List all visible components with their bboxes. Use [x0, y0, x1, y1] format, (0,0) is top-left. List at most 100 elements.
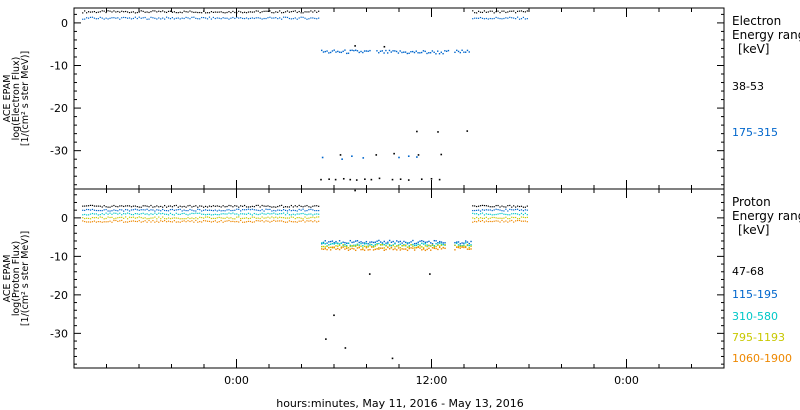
data-point [140, 216, 142, 219]
data-point [316, 205, 318, 207]
data-point [399, 243, 402, 245]
legend-subtitle: Energy ranges [732, 209, 800, 223]
data-point [516, 10, 519, 12]
data-point [426, 244, 428, 246]
data-point [222, 213, 224, 215]
data-point [394, 246, 396, 248]
data-point [472, 209, 474, 212]
data-point [93, 10, 96, 13]
data-point [509, 10, 511, 12]
data-point [206, 209, 209, 211]
data-point [497, 213, 499, 215]
data-point [524, 212, 526, 214]
data-point [218, 17, 220, 19]
data-point [126, 218, 129, 220]
data-point [226, 216, 228, 218]
data-point [126, 17, 129, 19]
data-point [195, 11, 197, 13]
data-point [477, 218, 480, 220]
data-point [503, 213, 505, 215]
data-point [406, 243, 409, 245]
data-point [326, 50, 328, 52]
data-point [232, 218, 234, 220]
data-point [150, 204, 152, 207]
data-point [428, 52, 430, 54]
data-point [148, 209, 150, 212]
data-point [93, 213, 96, 215]
data-point [459, 247, 462, 249]
legend-entry: 310-580 [732, 310, 778, 323]
data-point [284, 217, 287, 219]
data-point [464, 51, 467, 53]
data-point [230, 213, 232, 215]
data-point [123, 16, 125, 19]
data-point [353, 248, 355, 250]
data-point [477, 214, 480, 216]
data-point [495, 208, 497, 210]
data-point [284, 11, 287, 13]
data-point [369, 248, 371, 251]
data-point [328, 178, 330, 181]
data-point [282, 212, 285, 214]
data-point [257, 204, 259, 207]
data-point [426, 245, 428, 248]
data-point [164, 204, 166, 207]
data-point [312, 216, 314, 218]
data-point [146, 11, 148, 13]
data-point [224, 12, 226, 14]
data-point [261, 11, 263, 13]
data-point [370, 178, 373, 181]
data-point [175, 209, 177, 211]
data-point [253, 11, 255, 13]
data-point [290, 18, 292, 20]
data-point [208, 213, 211, 215]
data-point [457, 50, 460, 53]
data-point [379, 247, 382, 249]
data-point [501, 205, 503, 207]
data-point [346, 242, 348, 244]
data-point [267, 220, 269, 222]
data-point [354, 245, 357, 248]
data-point [275, 17, 277, 19]
data-point [520, 209, 523, 211]
data-point [242, 209, 244, 211]
data-point [160, 220, 162, 222]
data-point [524, 206, 526, 208]
data-point [294, 221, 296, 223]
data-point [109, 17, 111, 19]
data-point [208, 216, 211, 219]
data-point [314, 220, 316, 222]
data-point [337, 245, 339, 247]
data-point [322, 245, 325, 248]
data-point [365, 242, 368, 245]
data-point [360, 241, 362, 243]
data-point [220, 18, 222, 20]
data-point [247, 206, 250, 208]
data-point [383, 243, 385, 246]
data-point [419, 245, 421, 247]
data-point [214, 209, 216, 211]
data-point [435, 240, 437, 242]
data-point [344, 49, 346, 51]
data-point [476, 17, 478, 19]
data-point [312, 205, 314, 207]
data-point [242, 205, 244, 207]
data-point [430, 249, 432, 251]
data-point [522, 16, 525, 19]
data-point [501, 217, 503, 219]
data-point [103, 221, 105, 223]
data-point [497, 209, 499, 211]
data-point [428, 240, 430, 243]
data-point [524, 18, 526, 20]
data-point [310, 220, 312, 222]
data-point [314, 10, 316, 12]
data-point [156, 205, 158, 207]
data-point [296, 210, 298, 212]
data-point [474, 220, 476, 223]
data-point [477, 209, 480, 211]
data-point [228, 18, 230, 20]
data-point [464, 246, 467, 249]
data-point [438, 53, 441, 55]
data-point [146, 205, 148, 207]
data-point [103, 209, 105, 211]
